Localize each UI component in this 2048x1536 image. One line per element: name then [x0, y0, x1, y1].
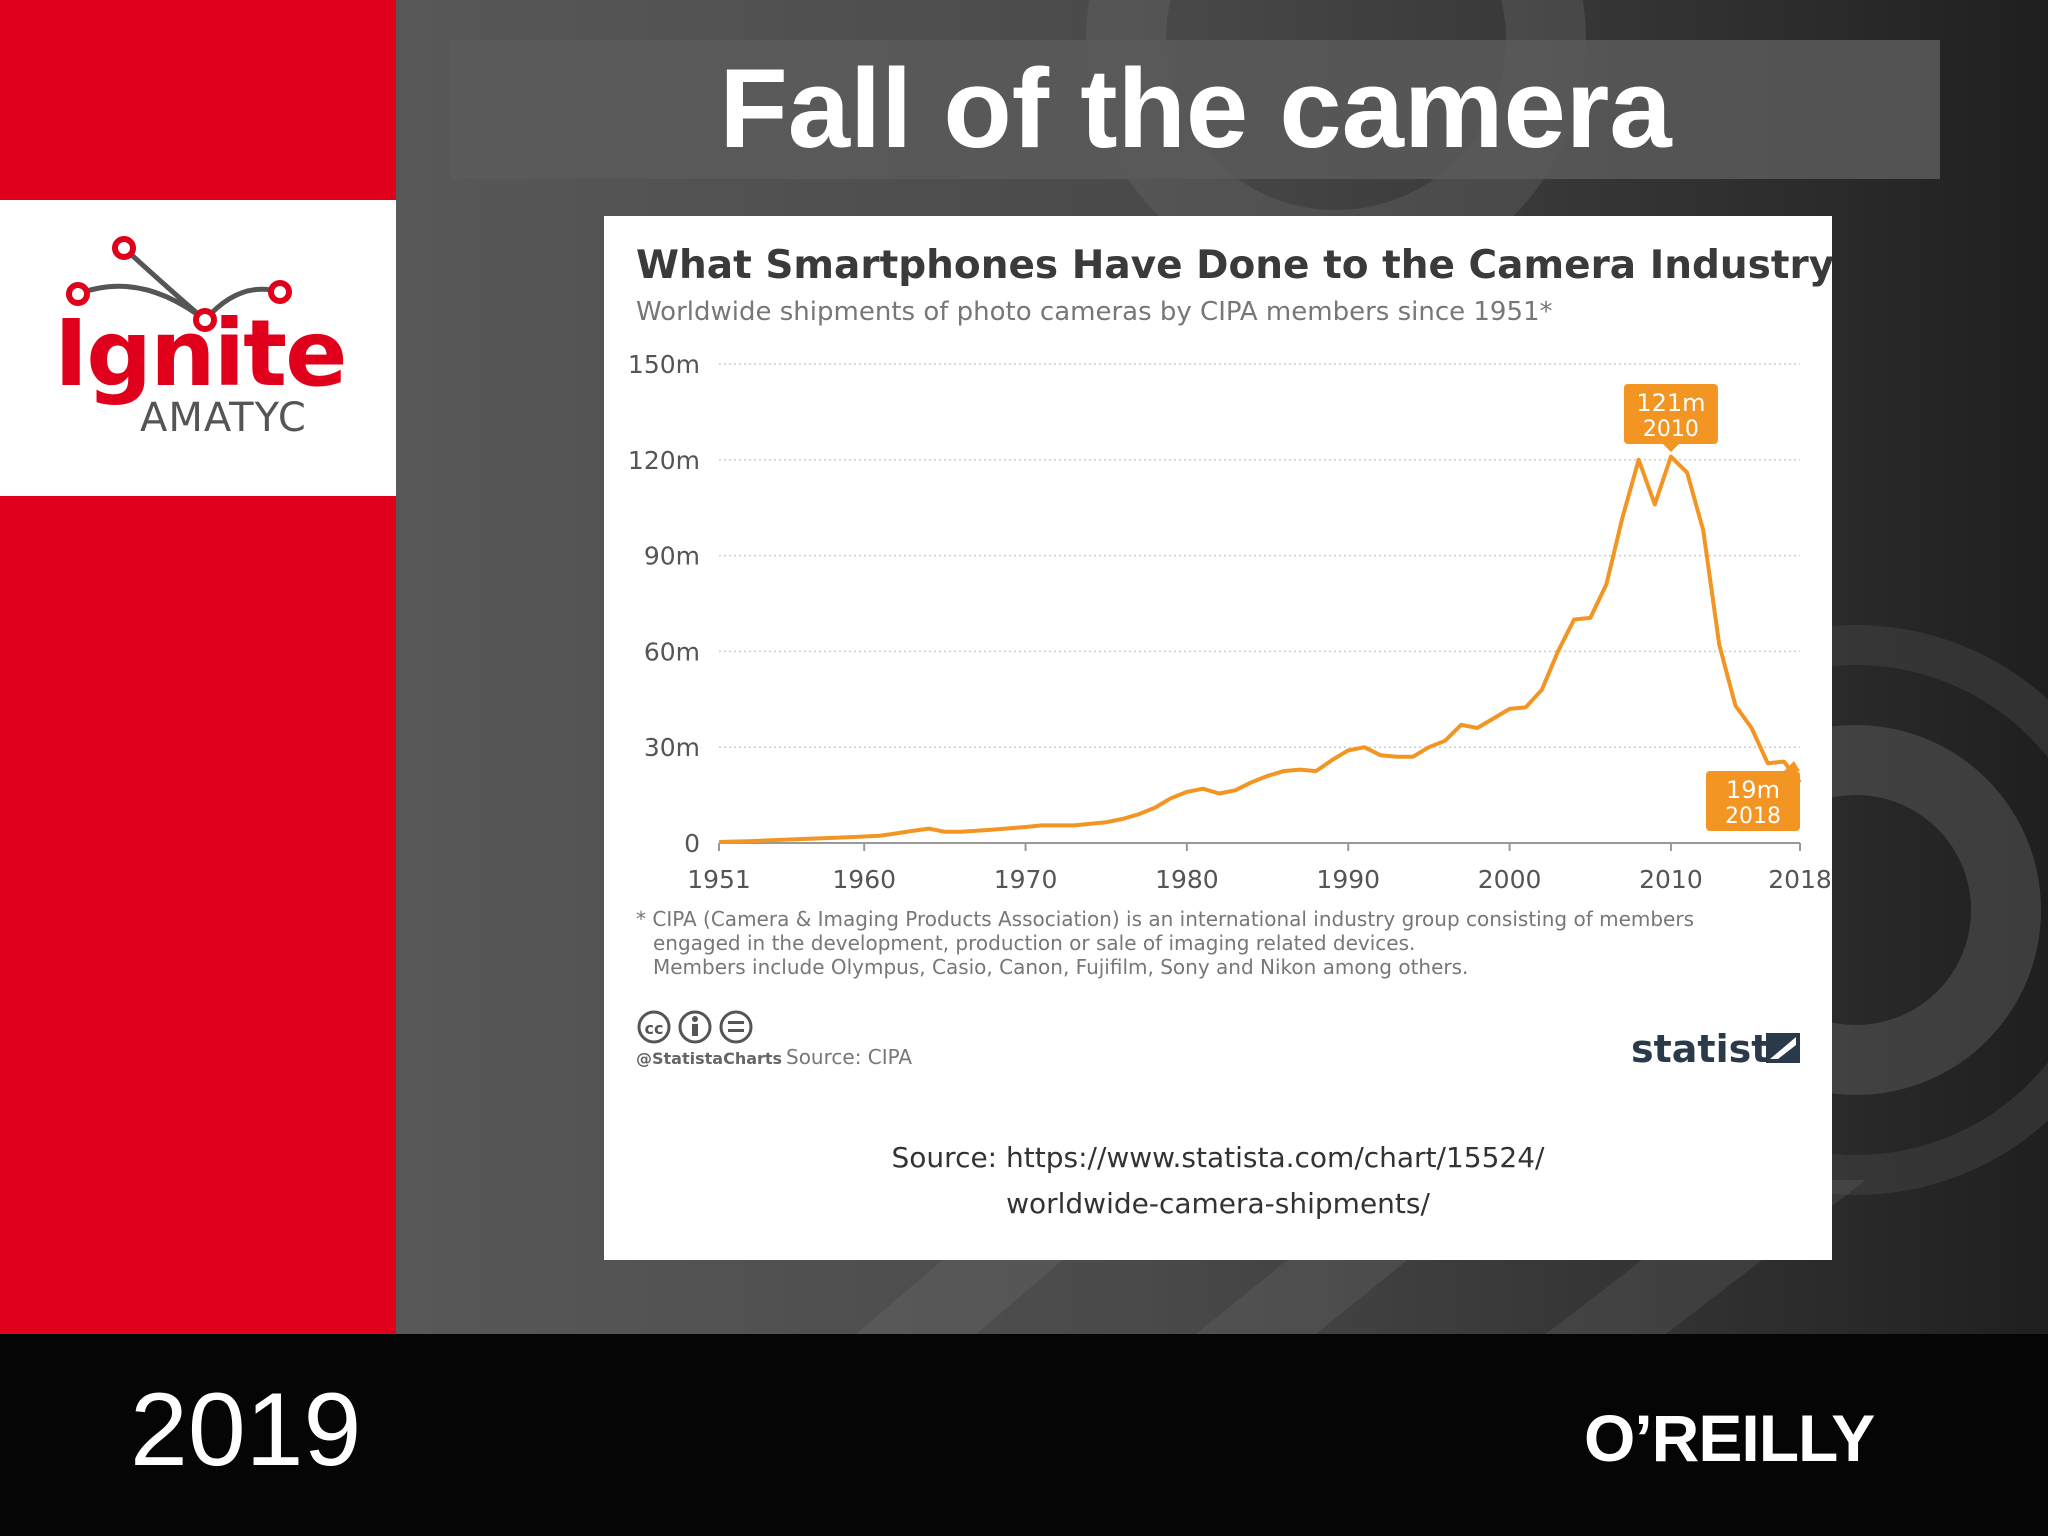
- y-tick-label: 150m: [628, 350, 700, 379]
- annotation-pointer: [1662, 444, 1679, 452]
- chart-card: What Smartphones Have Done to the Camera…: [604, 216, 1834, 1260]
- footnote-line-1: * CIPA (Camera & Imaging Products Associ…: [636, 907, 1694, 931]
- annotation-box: [1623, 384, 1718, 444]
- annotation-pointer: [1784, 761, 1800, 771]
- x-tick-label: 1970: [994, 865, 1058, 894]
- camera-shipments-chart: What Smartphones Have Done to the Camera…: [628, 243, 1834, 1220]
- footnote-line-2: engaged in the development, production o…: [653, 931, 1415, 955]
- x-tick-label: 1980: [1155, 865, 1219, 894]
- title-bar: [451, 40, 1940, 179]
- x-tick-label: 2018: [1768, 865, 1832, 894]
- creative-commons-icon: cc: [637, 1010, 753, 1044]
- y-tick-label: 0: [684, 829, 700, 858]
- statista-handle: @StatistaCharts: [636, 1049, 782, 1068]
- y-tick-label: 60m: [644, 637, 700, 666]
- ignite-logo-box: [0, 200, 396, 496]
- chart-gridlines: [719, 363, 1800, 748]
- annotation-year: 2018: [1725, 804, 1781, 829]
- y-tick-label: 90m: [644, 542, 700, 571]
- annotation-value: 121m: [1636, 389, 1705, 417]
- x-tick-label: 1951: [687, 865, 751, 894]
- y-axis-ticks: 0 30m 60m 90m 120m 150m: [628, 350, 700, 858]
- footnote-line-3: Members include Olympus, Casio, Canon, F…: [653, 955, 1468, 979]
- annotation-value: 19m: [1726, 776, 1780, 804]
- source-url-line-2: worldwide-camera-shipments/: [1006, 1187, 1430, 1220]
- x-tick-label: 2010: [1639, 865, 1703, 894]
- amatyc-logo-text: AMATYC: [140, 395, 307, 441]
- slide-title: Fall of the camera: [719, 46, 1672, 171]
- svg-text:cc: cc: [645, 1019, 664, 1038]
- annotation-year: 2010: [1643, 417, 1699, 442]
- source-url-line-1: Source: https://www.statista.com/chart/1…: [892, 1141, 1546, 1174]
- ignite-logo-text: Ignite: [54, 300, 347, 407]
- oreilly-logo: O’REILLY: [1584, 1401, 1875, 1475]
- chart-title: What Smartphones Have Done to the Camera…: [636, 243, 1832, 288]
- chart-source: Source: CIPA: [786, 1045, 912, 1069]
- y-tick-label: 120m: [628, 446, 700, 475]
- x-tick-label: 1990: [1316, 865, 1380, 894]
- year-label: 2019: [130, 1372, 362, 1488]
- x-tick-label: 2000: [1478, 865, 1542, 894]
- y-tick-label: 30m: [644, 733, 700, 762]
- footer-bar: [0, 1334, 2048, 1536]
- chart-subtitle: Worldwide shipments of photo cameras by …: [636, 297, 1553, 327]
- annotation-box: [1706, 771, 1800, 831]
- x-tick-label: 1960: [832, 865, 896, 894]
- ignite-logo-icon: [66, 236, 292, 332]
- statista-logo-icon: [1766, 1033, 1800, 1063]
- x-axis-ticks: 1951 1960 1970 1980 1990 2000 2010 2018: [687, 843, 1832, 894]
- series-line-shipments: [718, 454, 1802, 844]
